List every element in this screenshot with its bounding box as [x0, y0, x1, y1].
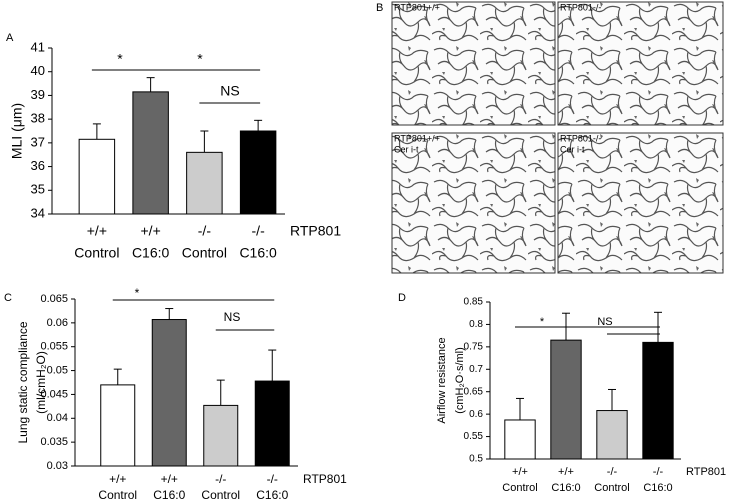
micrograph — [557, 1, 724, 126]
category-label: +/+ — [109, 472, 126, 486]
y-tick-label: 0.8 — [469, 319, 483, 330]
panel-label: A — [6, 32, 14, 44]
y-axis-label: MLI (μm) — [9, 103, 25, 159]
micrograph-label: RTP801-/- — [560, 2, 601, 12]
category-label: +/+ — [512, 466, 528, 478]
bar — [186, 151, 223, 215]
bar — [203, 404, 239, 467]
treatment-label: Control — [502, 482, 537, 494]
micrograph-label: RTP801+/+ — [394, 2, 440, 12]
treatment-label: Control — [182, 245, 227, 261]
treatment-label: C16:0 — [256, 488, 288, 502]
bar — [151, 319, 187, 467]
micrograph-label: RTP801+/+ — [394, 133, 440, 143]
category-axis-label: RTP801 — [290, 223, 341, 239]
y-tick-label: 0.55 — [464, 431, 484, 442]
category-label: +/+ — [161, 472, 178, 486]
y-tick-label: 35 — [31, 182, 45, 197]
treatment-label: Control — [98, 488, 137, 502]
bar — [132, 91, 169, 215]
y-tick-label: 36 — [31, 158, 45, 173]
y-axis-label: (ml/cmH₂O) — [34, 351, 48, 414]
y-axis-label: (cmH₂O·s/ml) — [454, 347, 466, 414]
bar — [504, 419, 536, 460]
treatment-label: C16:0 — [551, 482, 580, 494]
treatment-label: C16:0 — [643, 482, 672, 494]
y-tick-label: 0.065 — [40, 293, 68, 305]
treatment-label: C16:0 — [153, 488, 185, 502]
bar — [100, 384, 136, 467]
significance-label: NS — [220, 83, 239, 99]
y-tick-label: 0.03 — [47, 460, 68, 472]
category-label: +/+ — [141, 223, 161, 239]
y-tick-label: 0.035 — [40, 436, 68, 448]
significance-label: NS — [224, 310, 241, 324]
y-tick-label: 39 — [31, 87, 45, 102]
y-tick-label: 0.65 — [464, 386, 484, 397]
y-tick-label: 0.045 — [40, 388, 68, 400]
y-tick-label: 0.055 — [40, 341, 68, 353]
panel-label: D — [398, 292, 406, 304]
y-tick-label: 0.5 — [469, 454, 483, 465]
category-label: +/+ — [87, 223, 107, 239]
treatment-label: Control — [594, 482, 629, 494]
treatment-label: Control — [201, 488, 240, 502]
y-tick-label: 0.85 — [464, 297, 484, 308]
y-tick-label: 0.05 — [47, 364, 68, 376]
category-label: -/- — [252, 223, 266, 239]
panel-label: B — [376, 2, 383, 14]
micrograph — [391, 132, 556, 274]
significance-label: * — [135, 286, 140, 300]
micrograph-label: RTP801-/- — [560, 133, 601, 143]
bar — [254, 380, 290, 467]
significance-label: * — [197, 51, 203, 67]
micrograph-label: Cer i-t — [394, 144, 419, 154]
y-tick-label: 0.6 — [469, 409, 483, 420]
category-label: -/- — [653, 466, 664, 478]
category-label: -/- — [215, 472, 226, 486]
y-tick-label: 0.04 — [47, 412, 68, 424]
y-tick-label: 37 — [31, 134, 45, 149]
y-axis-label: Airflow resistance — [436, 337, 448, 423]
significance-label: NS — [597, 316, 612, 328]
panel-label: C — [4, 292, 12, 304]
category-axis-label: RTP801 — [686, 466, 726, 478]
y-tick-label: 0.7 — [469, 364, 483, 375]
bar — [596, 410, 628, 460]
micrograph — [557, 132, 724, 274]
category-axis-label: RTP801 — [303, 472, 347, 486]
y-tick-label: 40 — [31, 63, 45, 78]
y-axis-label: Lung static compliance — [16, 321, 30, 443]
category-label: -/- — [198, 223, 212, 239]
y-tick-label: 38 — [31, 111, 45, 126]
micrograph — [391, 1, 556, 126]
treatment-label: Control — [74, 245, 119, 261]
y-tick-label: 0.06 — [47, 317, 68, 329]
bar — [239, 130, 277, 215]
treatment-label: C16:0 — [239, 245, 277, 261]
category-label: +/+ — [558, 466, 574, 478]
significance-label: * — [117, 51, 123, 67]
category-label: -/- — [267, 472, 278, 486]
y-tick-label: 0.75 — [464, 341, 484, 352]
bar — [550, 339, 582, 460]
category-label: -/- — [607, 466, 618, 478]
bar — [642, 341, 674, 460]
y-tick-label: 34 — [31, 205, 45, 220]
micrograph-label: Cer i-t — [560, 144, 585, 154]
y-tick-label: 41 — [31, 39, 45, 54]
treatment-label: C16:0 — [132, 245, 170, 261]
bar — [78, 138, 116, 215]
significance-label: * — [540, 316, 545, 328]
